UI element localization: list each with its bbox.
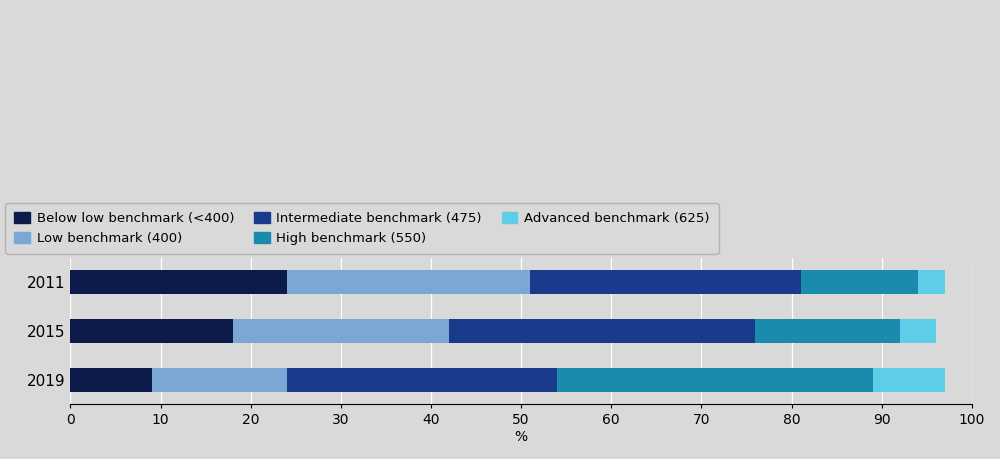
Bar [900,319,936,343]
Bar [449,319,755,343]
Bar [873,368,945,392]
Bar [755,319,900,343]
Bar [530,270,801,294]
Bar [70,368,152,392]
Bar [918,270,945,294]
Bar [233,319,449,343]
Bar [287,368,557,392]
X-axis label: %: % [515,430,528,444]
Bar [287,270,530,294]
Bar [70,270,287,294]
Bar [557,368,873,392]
Bar [70,319,233,343]
Bar [152,368,287,392]
Bar [801,270,918,294]
Legend: Below low benchmark (<400), Low benchmark (400), Intermediate benchmark (475), H: Below low benchmark (<400), Low benchmar… [5,203,719,254]
